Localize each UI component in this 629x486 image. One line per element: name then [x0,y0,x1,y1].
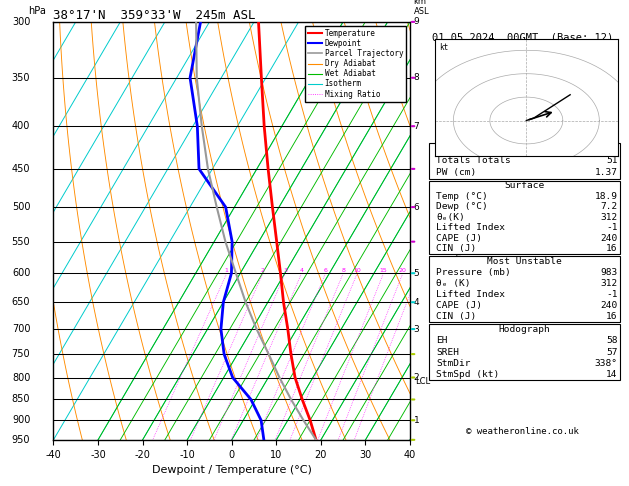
Text: 800: 800 [12,372,30,382]
FancyBboxPatch shape [429,143,620,179]
Text: 240: 240 [600,234,618,243]
Text: Pressure (mb): Pressure (mb) [436,268,511,277]
Text: SREH: SREH [436,348,459,357]
Text: Mixing Ratio  (g/kg): Mixing Ratio (g/kg) [455,187,464,275]
Text: 312: 312 [600,279,618,288]
FancyBboxPatch shape [429,181,620,254]
Text: 8: 8 [414,73,420,82]
Text: 950: 950 [12,435,30,445]
Text: 8: 8 [342,268,345,273]
Text: CAPE (J): CAPE (J) [436,234,482,243]
Text: 450: 450 [12,164,30,174]
Text: 14: 14 [606,370,618,380]
Text: 700: 700 [12,324,30,334]
Text: 15: 15 [380,268,387,273]
Text: 6: 6 [414,203,420,211]
Text: 900: 900 [12,415,30,425]
Text: 6: 6 [324,268,328,273]
Text: CIN (J): CIN (J) [436,312,476,321]
Text: -1: -1 [606,290,618,299]
Text: 338°: 338° [594,359,618,368]
Text: CAPE (J): CAPE (J) [436,301,482,310]
Text: 400: 400 [12,121,30,131]
Text: Surface: Surface [504,181,544,191]
Text: 51: 51 [606,156,618,165]
Text: 500: 500 [12,202,30,212]
Text: 4: 4 [414,298,420,307]
Text: θₑ(K): θₑ(K) [436,213,465,222]
Text: 240: 240 [600,301,618,310]
Text: 57: 57 [606,348,618,357]
Text: 16: 16 [606,244,618,253]
Text: 1: 1 [225,268,229,273]
Text: 1: 1 [414,416,420,425]
Text: 2: 2 [414,373,420,382]
Text: 3: 3 [283,268,287,273]
Text: 01.05.2024  00GMT  (Base: 12): 01.05.2024 00GMT (Base: 12) [431,32,613,42]
FancyBboxPatch shape [429,256,620,322]
Text: -1: -1 [606,223,618,232]
Text: km
ASL: km ASL [414,0,429,16]
Text: 4: 4 [299,268,304,273]
Text: 9: 9 [414,17,420,26]
Text: 650: 650 [12,297,30,307]
Text: StmSpd (kt): StmSpd (kt) [436,370,499,380]
Text: 312: 312 [600,213,618,222]
Text: 20: 20 [399,268,407,273]
Text: 3: 3 [414,325,420,333]
Text: 850: 850 [12,395,30,404]
Text: 10: 10 [353,268,361,273]
Text: 600: 600 [12,268,30,278]
Text: 983: 983 [600,268,618,277]
Text: 18.9: 18.9 [594,192,618,201]
Text: 350: 350 [12,73,30,83]
FancyBboxPatch shape [429,324,620,381]
Text: Hodograph: Hodograph [498,325,550,334]
Text: K: K [436,144,442,154]
Text: EH: EH [436,336,448,346]
Text: 750: 750 [12,349,30,359]
Text: 38°17'N  359°33'W  245m ASL: 38°17'N 359°33'W 245m ASL [53,9,256,22]
Text: hPa: hPa [28,6,47,16]
Text: Totals Totals: Totals Totals [436,156,511,165]
Text: 7.2: 7.2 [600,202,618,211]
Text: 58: 58 [606,336,618,346]
Text: Lifted Index: Lifted Index [436,290,505,299]
Text: 1.37: 1.37 [594,168,618,177]
Text: Most Unstable: Most Unstable [487,257,562,266]
Text: Dewp (°C): Dewp (°C) [436,202,488,211]
Text: 16: 16 [606,312,618,321]
Text: θₑ (K): θₑ (K) [436,279,470,288]
Text: 300: 300 [12,17,30,27]
Text: 550: 550 [12,237,30,247]
Text: PW (cm): PW (cm) [436,168,476,177]
Text: 2: 2 [261,268,265,273]
Text: 7: 7 [414,122,420,131]
X-axis label: Dewpoint / Temperature (°C): Dewpoint / Temperature (°C) [152,465,312,475]
Text: © weatheronline.co.uk: © weatheronline.co.uk [465,427,579,435]
Text: Lifted Index: Lifted Index [436,223,505,232]
Text: LCL: LCL [415,377,430,385]
Text: StmDir: StmDir [436,359,470,368]
Text: Temp (°C): Temp (°C) [436,192,488,201]
Text: 5: 5 [414,269,420,278]
Text: CIN (J): CIN (J) [436,244,476,253]
Text: 27: 27 [606,144,618,154]
Text: kt: kt [439,43,448,52]
Legend: Temperature, Dewpoint, Parcel Trajectory, Dry Adiabat, Wet Adiabat, Isotherm, Mi: Temperature, Dewpoint, Parcel Trajectory… [304,26,406,102]
